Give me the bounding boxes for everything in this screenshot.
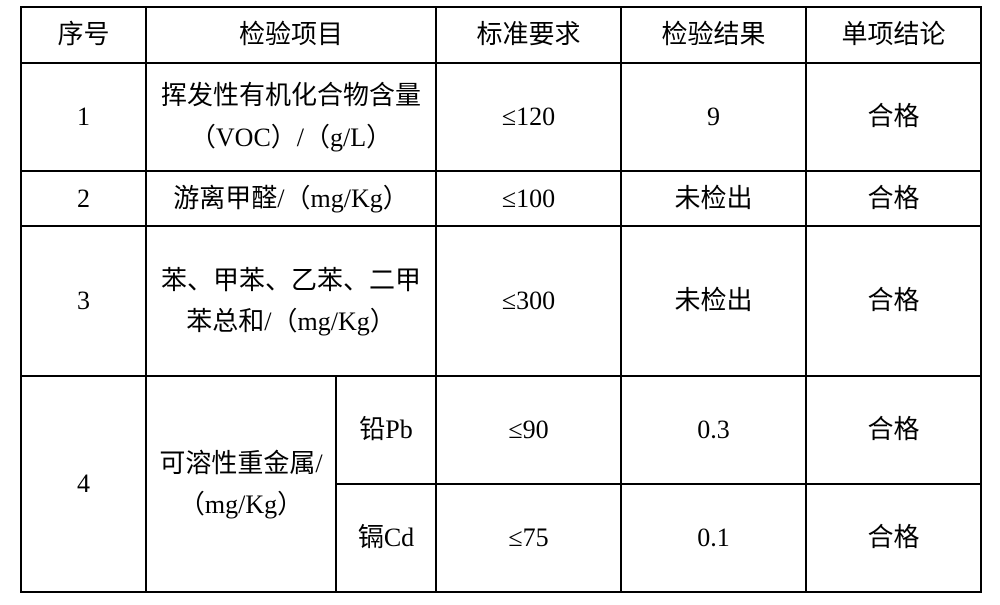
- cell-item: 苯、甲苯、乙苯、二甲苯总和/（mg/Kg）: [146, 226, 436, 376]
- cell-standard: ≤300: [436, 226, 621, 376]
- cell-standard: ≤75: [436, 484, 621, 592]
- header-standard: 标准要求: [436, 7, 621, 63]
- cell-seq: 3: [21, 226, 146, 376]
- cell-seq: 2: [21, 171, 146, 227]
- inspection-table: 序号 检验项目 标准要求 检验结果 单项结论 1 挥发性有机化合物含量（VOC）…: [20, 6, 982, 593]
- cell-sub-item: 镉Cd: [336, 484, 436, 592]
- table-row: 4 可溶性重金属/（mg/Kg） 铅Pb ≤90 0.3 合格: [21, 376, 981, 484]
- cell-seq: 4: [21, 376, 146, 592]
- header-item: 检验项目: [146, 7, 436, 63]
- cell-item: 挥发性有机化合物含量（VOC）/（g/L）: [146, 63, 436, 171]
- cell-item: 游离甲醛/（mg/Kg）: [146, 171, 436, 227]
- cell-result: 未检出: [621, 226, 806, 376]
- header-seq: 序号: [21, 7, 146, 63]
- cell-conclusion: 合格: [806, 63, 981, 171]
- header-result: 检验结果: [621, 7, 806, 63]
- table-header-row: 序号 检验项目 标准要求 检验结果 单项结论: [21, 7, 981, 63]
- cell-conclusion: 合格: [806, 226, 981, 376]
- table-row: 2 游离甲醛/（mg/Kg） ≤100 未检出 合格: [21, 171, 981, 227]
- cell-conclusion: 合格: [806, 484, 981, 592]
- cell-result: 未检出: [621, 171, 806, 227]
- cell-result: 0.3: [621, 376, 806, 484]
- table-row: 1 挥发性有机化合物含量（VOC）/（g/L） ≤120 9 合格: [21, 63, 981, 171]
- cell-conclusion: 合格: [806, 171, 981, 227]
- cell-standard: ≤90: [436, 376, 621, 484]
- table-row: 3 苯、甲苯、乙苯、二甲苯总和/（mg/Kg） ≤300 未检出 合格: [21, 226, 981, 376]
- cell-standard: ≤100: [436, 171, 621, 227]
- header-conclusion: 单项结论: [806, 7, 981, 63]
- cell-seq: 1: [21, 63, 146, 171]
- cell-sub-item: 铅Pb: [336, 376, 436, 484]
- cell-result: 9: [621, 63, 806, 171]
- cell-item-group: 可溶性重金属/（mg/Kg）: [146, 376, 336, 592]
- cell-result: 0.1: [621, 484, 806, 592]
- cell-conclusion: 合格: [806, 376, 981, 484]
- cell-standard: ≤120: [436, 63, 621, 171]
